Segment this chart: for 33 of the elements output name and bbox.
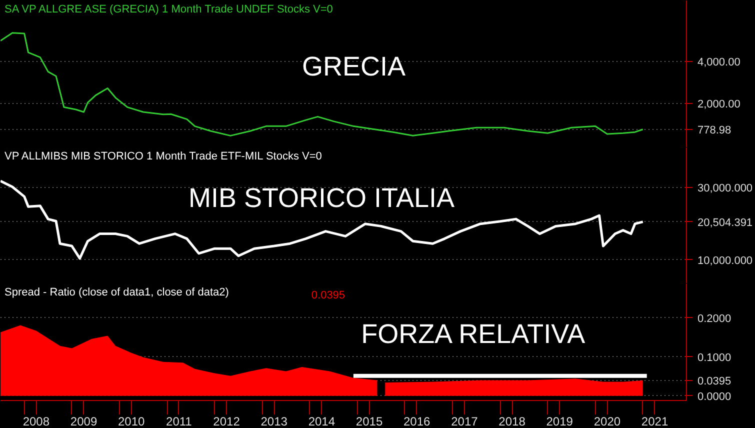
chart-subtitle: SA VP ALLGRE ASE (GRECIA) 1 Month Trade UNDEF Stocks V=0 <box>4 4 333 16</box>
y-tick-label: 778.98 <box>698 124 732 136</box>
y-tick-label: 0.0000 <box>698 390 732 403</box>
y-tick-label: 10,000.000 <box>698 254 753 267</box>
x-tick-label: 2019 <box>546 414 574 428</box>
text: MIB STORICO ITALIA <box>188 182 455 213</box>
annotation: 0.0395 <box>311 290 346 302</box>
x-tick-label: 2012 <box>213 414 240 428</box>
y-tick-label: 30,000.000 <box>698 182 753 194</box>
x-tick-label: 2016 <box>404 414 431 428</box>
x-tick-label: 2017 <box>451 414 478 428</box>
y-tick-label: 0.2000 <box>698 312 732 325</box>
x-tick-label: 2014 <box>308 414 336 428</box>
text: FORZA RELATIVA <box>361 318 586 349</box>
line-series <box>0 32 644 136</box>
chart-subtitle: VP ALLMIBS MIB STORICO 1 Month Trade ETF-MIL Stocks V=0 <box>4 150 322 162</box>
x-tick-label: 2021 <box>641 414 668 428</box>
chart-subtitle: Spread - Ratio (close of data1, close of data2) <box>4 286 229 298</box>
x-tick-label: 2013 <box>260 414 288 428</box>
x-tick-label: 2015 <box>356 414 383 428</box>
x-tick-label: 2018 <box>498 414 526 428</box>
x-tick-label: 2009 <box>70 414 98 428</box>
x-tick-label: 2020 <box>594 414 621 428</box>
y-tick-label: 0.1000 <box>698 352 732 364</box>
text: GRECIA <box>302 52 406 82</box>
x-tick-label: 2011 <box>166 414 192 428</box>
line-series <box>0 180 644 260</box>
x-tick-label: 2010 <box>118 414 146 428</box>
y-tick-label: 2,000.00 <box>698 98 740 111</box>
y-tick-label: 4,000.00 <box>698 56 740 68</box>
x-tick-label: 2008 <box>22 414 50 428</box>
y-tick-label: 20,504.391 <box>698 216 753 229</box>
y-tick-label: 0.0395 <box>698 375 732 388</box>
